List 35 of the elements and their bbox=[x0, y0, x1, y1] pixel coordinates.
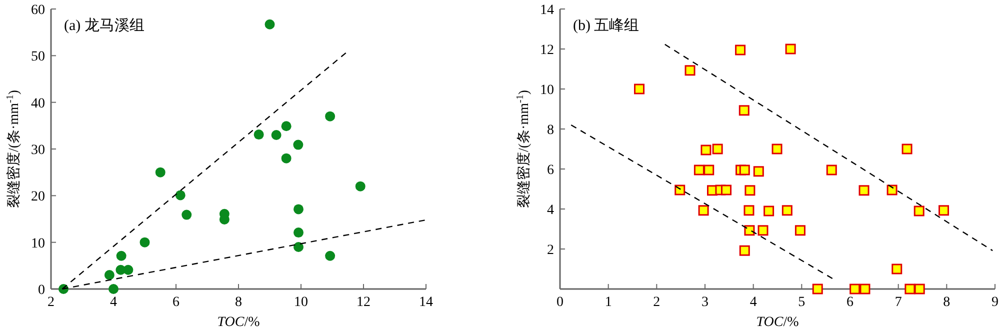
y-tick-label: 40 bbox=[31, 96, 45, 112]
x-tick-label: 7 bbox=[894, 295, 902, 310]
x-tick-label: 8 bbox=[943, 295, 950, 310]
y-tick-label: 14 bbox=[540, 3, 554, 18]
x-tick-label: 12 bbox=[356, 295, 370, 310]
y-tick-label: 50 bbox=[31, 50, 45, 65]
x-tick-label: 4 bbox=[110, 295, 117, 310]
x-axis-title: TOC/% bbox=[756, 315, 800, 330]
y-tick-label: 30 bbox=[31, 143, 45, 158]
y-tick-label: 6 bbox=[547, 163, 554, 178]
y-tick-label: 0 bbox=[38, 283, 45, 298]
y-tick-label: 2 bbox=[547, 243, 554, 258]
x-tick-label: 10 bbox=[294, 295, 308, 310]
text: (a) 龙马溪组 bbox=[64, 17, 144, 34]
x-axis-title: TOC/% bbox=[217, 315, 260, 330]
x-tick-label: 8 bbox=[235, 295, 242, 310]
y-tick-label: 10 bbox=[540, 83, 554, 98]
y-tick-label: 60 bbox=[31, 3, 45, 18]
x-tick-label: 2 bbox=[653, 295, 660, 310]
y-tick-label: 12 bbox=[540, 43, 554, 58]
y-tick-label: 4 bbox=[547, 203, 554, 218]
x-tick-label: 5 bbox=[798, 295, 806, 310]
y-tick-label: 10 bbox=[31, 236, 45, 252]
y-tick-label: 8 bbox=[547, 123, 554, 138]
x-tick-label: 0 bbox=[556, 295, 564, 310]
x-tick-label: 14 bbox=[419, 295, 433, 310]
y-tick-label: 20 bbox=[31, 190, 45, 205]
x-tick-label: 9 bbox=[992, 295, 998, 310]
x-tick-label: 3 bbox=[702, 295, 708, 310]
x-tick-label: 6 bbox=[846, 295, 854, 310]
text: (b) 五峰组 bbox=[573, 17, 640, 34]
x-tick-label: 1 bbox=[604, 295, 612, 310]
x-tick-label: 6 bbox=[172, 295, 180, 310]
x-tick-label: 2 bbox=[48, 295, 54, 310]
x-tick-label: 4 bbox=[750, 295, 757, 310]
